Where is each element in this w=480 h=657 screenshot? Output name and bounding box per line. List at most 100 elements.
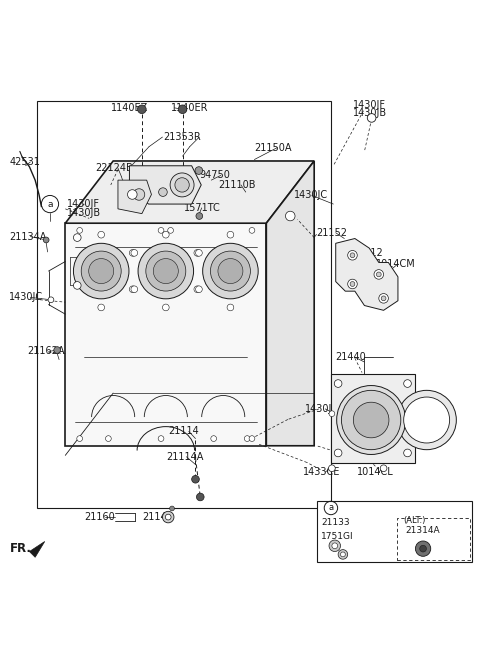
Text: 21160: 21160 [84,512,115,522]
Circle shape [73,243,129,299]
Circle shape [138,243,193,299]
Text: 1430JB: 1430JB [352,108,386,118]
Text: 21134A: 21134A [9,232,47,242]
Circle shape [89,259,114,284]
Circle shape [376,272,381,277]
Circle shape [162,304,169,311]
Circle shape [131,286,138,292]
Circle shape [350,282,355,286]
Text: 21440: 21440 [335,352,365,362]
Text: a: a [47,200,53,208]
Text: 21133: 21133 [322,518,350,527]
Circle shape [218,259,243,284]
Text: 1430JC: 1430JC [9,292,43,302]
Bar [397,518,470,560]
Circle shape [77,436,83,442]
Text: 21152: 21152 [317,228,348,238]
Circle shape [353,402,389,438]
Circle shape [73,282,81,289]
Circle shape [128,190,137,199]
Circle shape [227,304,234,311]
Circle shape [194,250,201,256]
Circle shape [397,390,456,449]
Circle shape [420,545,426,552]
Circle shape [227,231,234,238]
Circle shape [244,436,250,442]
Circle shape [129,250,136,256]
Circle shape [162,231,169,238]
Polygon shape [336,238,398,310]
Text: 1140ER: 1140ER [170,103,208,113]
Circle shape [404,397,450,443]
Text: (ALT.): (ALT.) [403,516,425,526]
Circle shape [192,476,199,483]
Circle shape [133,189,145,200]
Text: 21140: 21140 [142,512,173,522]
Text: 21114: 21114 [168,426,199,436]
Text: 1430JC: 1430JC [294,191,328,200]
Text: 1430JB: 1430JB [67,208,101,217]
Text: 1014CM: 1014CM [376,259,416,269]
Circle shape [98,231,105,238]
Text: 94750: 94750 [199,170,230,180]
Circle shape [340,552,345,556]
Circle shape [146,251,186,291]
Text: 24126: 24126 [160,180,191,190]
Circle shape [329,540,340,551]
Circle shape [158,436,164,442]
Circle shape [106,436,111,442]
Circle shape [129,286,136,292]
Circle shape [158,188,167,196]
Circle shape [334,449,342,457]
Circle shape [162,511,174,523]
Circle shape [158,227,164,233]
Text: 21110B: 21110B [218,180,255,190]
Circle shape [175,178,189,192]
Circle shape [404,449,411,457]
Circle shape [328,465,335,472]
Circle shape [54,347,60,353]
Circle shape [194,286,201,292]
Circle shape [195,167,203,174]
Text: 22124B: 22124B [96,163,133,173]
Circle shape [341,390,401,449]
Bar [36,101,331,508]
Circle shape [203,243,258,299]
Polygon shape [65,161,314,223]
Circle shape [43,237,49,243]
Text: 1430JF: 1430JF [67,199,100,209]
Text: 1751GI: 1751GI [322,532,354,541]
Circle shape [81,251,121,291]
Circle shape [98,304,105,311]
Circle shape [77,227,83,233]
Circle shape [380,465,387,472]
Circle shape [170,173,194,197]
Text: 42531: 42531 [9,157,40,167]
Circle shape [381,296,386,301]
Polygon shape [118,180,152,214]
Circle shape [138,105,146,114]
Circle shape [169,506,174,511]
Circle shape [286,212,295,221]
Circle shape [334,380,342,388]
Circle shape [374,269,384,279]
Circle shape [195,250,202,256]
Text: 43112: 43112 [352,248,383,258]
Circle shape [367,114,376,122]
Circle shape [336,386,406,455]
Circle shape [415,541,431,556]
Polygon shape [65,223,266,445]
Polygon shape [130,166,201,204]
Circle shape [168,227,173,233]
Circle shape [338,550,348,559]
Text: 1433CE: 1433CE [303,467,340,477]
Circle shape [249,436,255,442]
Circle shape [153,259,178,284]
Text: 1430JC: 1430JC [305,404,339,414]
Circle shape [249,227,255,233]
Polygon shape [29,541,45,557]
Text: FR.: FR. [10,542,32,555]
Text: 1014CL: 1014CL [357,467,394,477]
Circle shape [379,294,388,303]
Circle shape [165,514,171,520]
